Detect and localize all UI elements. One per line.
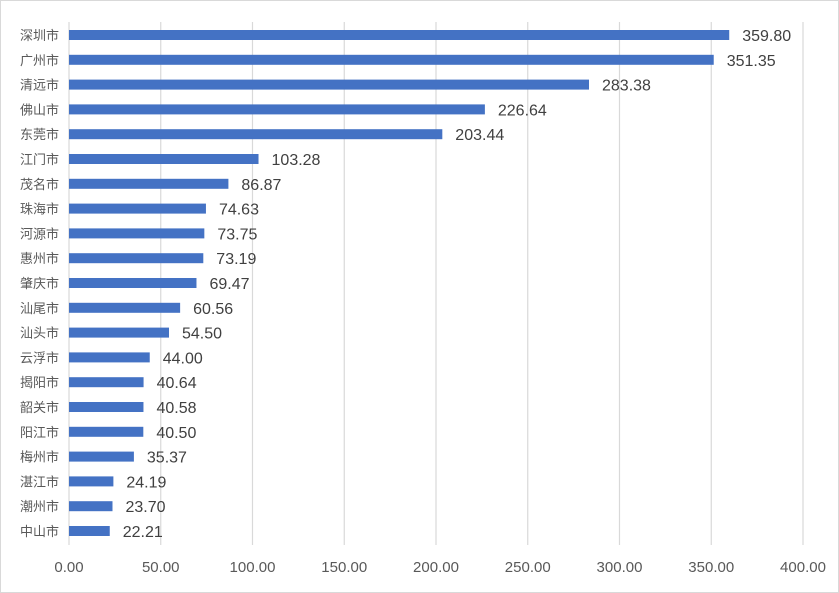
category-label: 肇庆市 [20,276,59,292]
bar-13 [69,352,150,363]
x-tick-labels: 0.00 50.00 100.00 150.00 200.00 250.00 300.00 3… [54,559,826,576]
bar-2 [69,79,590,90]
x-tick-label: 350.00 [688,559,734,576]
category-label: 湛江市 [20,474,59,490]
value-label: 203.44 [455,127,504,144]
value-label: 40.50 [156,425,196,442]
category-label: 阳江市 [20,425,59,441]
value-label: 103.28 [272,152,321,169]
bar-4 [69,129,443,140]
category-label: 梅州市 [20,450,59,466]
bar-17 [69,451,134,462]
category-label: 汕尾市 [20,301,59,317]
value-label: 54.50 [182,326,222,343]
bar-8 [69,228,205,239]
x-tick-label: 250.00 [505,559,551,576]
value-label: 74.63 [219,202,259,219]
bar-5 [69,154,259,164]
value-label: 69.47 [209,276,249,293]
category-label: 佛山市 [20,102,59,118]
category-labels: 深圳市广州市清远市佛山市东莞市江门市茂名市珠海市河源市惠州市肇庆市汕尾市汕头市云… [20,28,59,540]
category-label: 揭阳市 [20,375,59,391]
value-label: 44.00 [163,350,203,367]
value-label: 283.38 [602,78,651,95]
category-label: 东莞市 [20,127,59,143]
bar-0 [69,30,730,40]
value-label: 351.35 [727,53,776,70]
category-label: 中山市 [20,524,59,540]
value-label: 40.58 [156,400,196,417]
bar-9 [69,253,204,264]
category-label: 广州市 [20,53,59,69]
value-label: 23.70 [125,499,165,516]
value-label: 35.37 [147,450,187,467]
category-label: 清远市 [20,78,59,94]
value-label: 86.87 [241,177,281,194]
value-label: 359.80 [742,28,791,45]
category-label: 汕头市 [20,326,59,342]
x-tick-label: 50.00 [142,559,180,576]
bar-18 [69,476,114,487]
category-label: 珠海市 [20,202,59,218]
x-tick-label: 0.00 [54,559,83,576]
bar-10 [69,278,197,288]
bar-11 [69,302,181,313]
category-label: 潮州市 [20,499,59,515]
bar-7 [69,203,206,214]
value-label: 24.19 [126,474,166,491]
category-label: 深圳市 [20,28,59,44]
x-tick-label: 400.00 [780,559,826,576]
x-tick-label: 300.00 [597,559,643,576]
x-tick-label: 100.00 [230,559,276,576]
bar-1 [69,54,714,65]
value-label: 73.75 [217,226,257,243]
category-label: 茂名市 [20,177,59,193]
value-labels: 359.80 351.35 283.38 226.64 203.44 103.28 86.8… [123,28,792,541]
category-label: 云浮市 [20,350,59,366]
bars [69,30,730,536]
category-label: 韶关市 [20,400,59,416]
category-label: 江门市 [20,152,59,168]
value-label: 60.56 [193,301,233,318]
value-label: 226.64 [498,102,547,119]
category-label: 河源市 [20,226,59,242]
bar-16 [69,426,144,437]
bar-3 [69,104,485,115]
bar-19 [69,501,113,512]
category-label: 惠州市 [20,251,59,267]
bar-15 [69,402,144,412]
value-label: 73.19 [216,251,256,268]
value-label: 22.21 [123,524,163,541]
bar-20 [69,526,110,536]
x-tick-label: 150.00 [321,559,367,576]
bar-6 [69,178,229,189]
x-tick-label: 200.00 [413,559,459,576]
bar-14 [69,377,144,388]
value-label: 40.64 [157,375,197,392]
bar-12 [69,327,170,338]
